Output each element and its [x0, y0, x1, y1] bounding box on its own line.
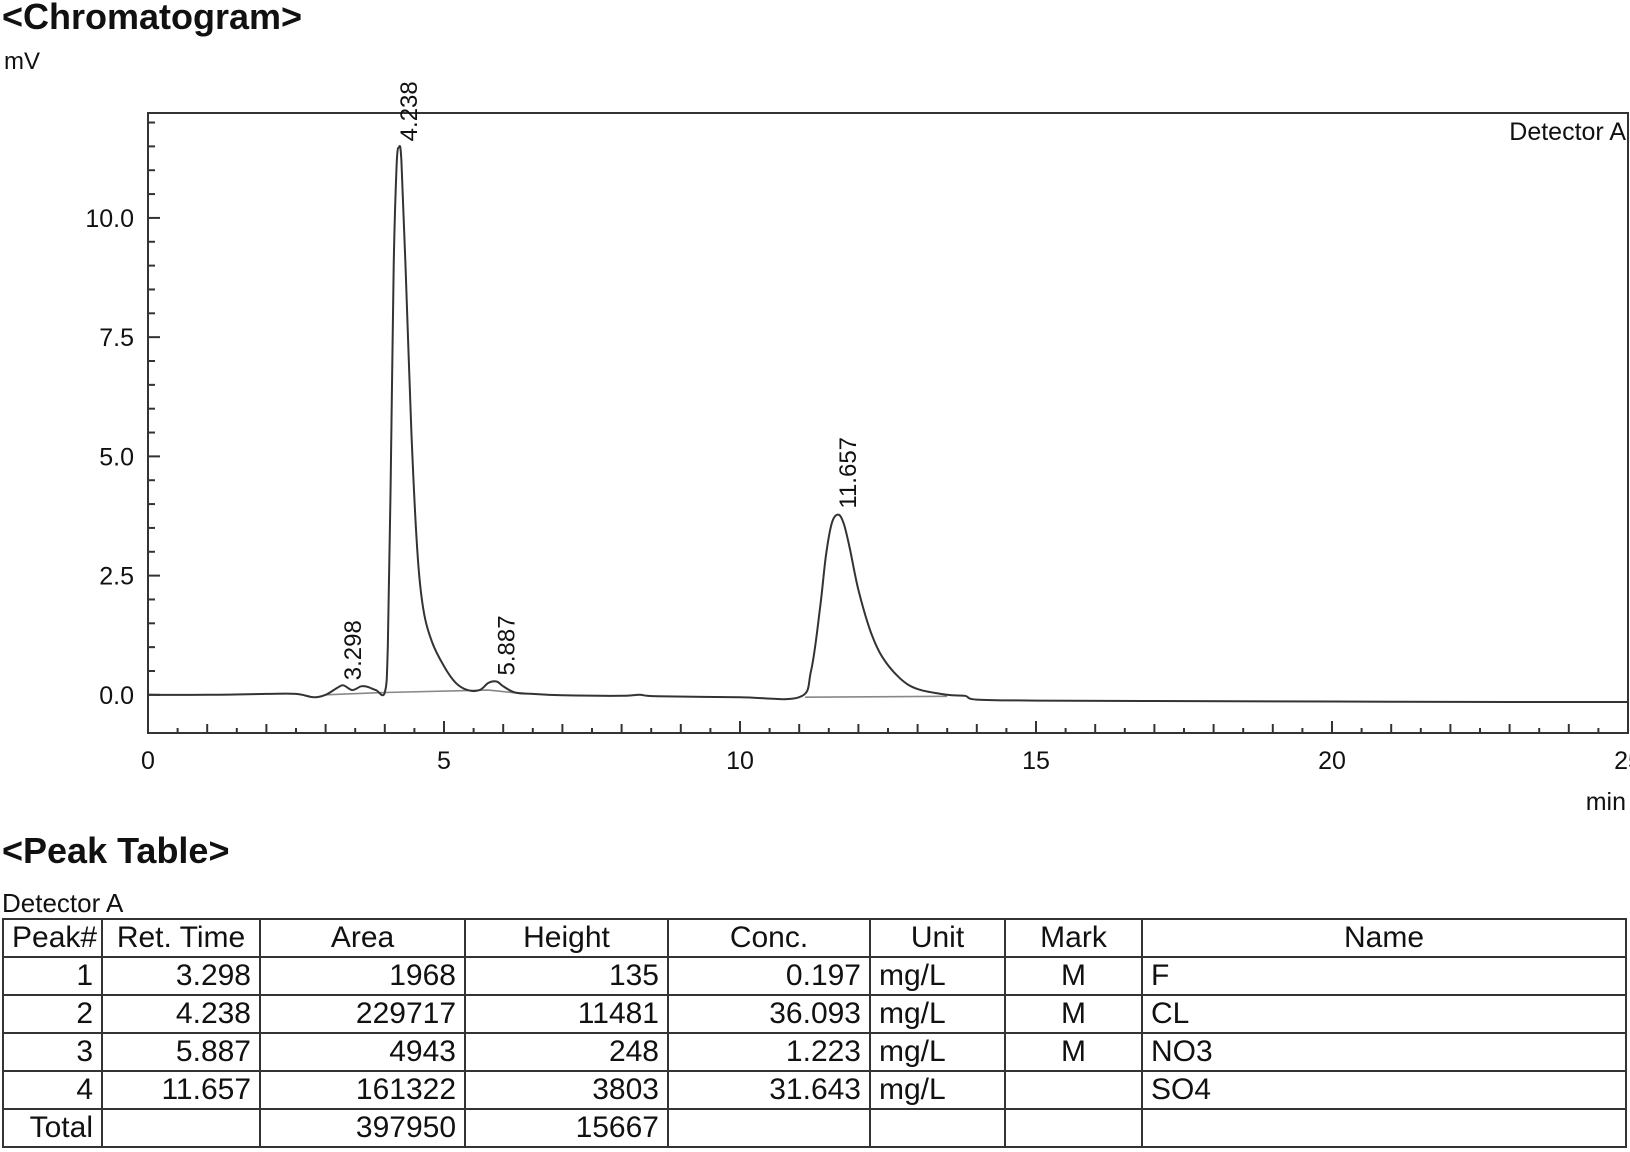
table-row: 2 4.238 229717 11481 36.093 mg/L M CL [2, 994, 1627, 1034]
y-tick-label: 10.0 [85, 205, 134, 233]
x-tick-label: 5 [437, 747, 451, 775]
cell-area: 229717 [259, 994, 466, 1034]
peak-label: 3.298 [340, 620, 367, 680]
y-tick-label: 2.5 [99, 563, 134, 591]
cell-empty [869, 1108, 1006, 1148]
column-header-unit: Unit [869, 918, 1006, 958]
x-tick-label: 0 [141, 747, 155, 775]
cell-name: CL [1141, 994, 1627, 1034]
plot-frame [147, 112, 1629, 734]
chromatogram-heading: <Chromatogram> [2, 0, 303, 37]
cell-empty [1141, 1108, 1627, 1148]
column-header-height: Height [464, 918, 669, 958]
cell-conc: 36.093 [667, 994, 871, 1034]
column-header-ret-time: Ret. Time [101, 918, 261, 958]
cell-conc: 1.223 [667, 1032, 871, 1072]
cell-mark [1004, 1070, 1143, 1110]
signal-line [147, 144, 1629, 704]
y-axis-unit: mV [4, 48, 40, 75]
x-tick-label: 25 [1614, 747, 1630, 775]
y-tick-label: 5.0 [99, 443, 134, 471]
baseline-line [805, 695, 948, 698]
cell-total-area: 397950 [259, 1108, 466, 1148]
table-row: 1 3.298 1968 135 0.197 mg/L M F [2, 956, 1627, 996]
column-header-area: Area [259, 918, 466, 958]
peak-table-heading: <Peak Table> [2, 830, 230, 871]
cell-unit: mg/L [869, 994, 1006, 1034]
cell-empty [101, 1108, 261, 1148]
column-header-peak: Peak# [2, 918, 103, 958]
cell-mark: M [1004, 956, 1143, 996]
column-header-name: Name [1141, 918, 1627, 958]
table-row: 4 11.657 161322 3803 31.643 mg/L SO4 [2, 1070, 1627, 1110]
x-tick-label: 10 [726, 747, 754, 775]
cell-name: NO3 [1141, 1032, 1627, 1072]
cell-mark: M [1004, 1032, 1143, 1072]
baseline-line [325, 689, 522, 696]
x-axis: 0 5 10 15 20 25 [141, 721, 1630, 775]
x-tick-label: 15 [1022, 747, 1050, 775]
peak-label: 11.657 [835, 437, 862, 509]
peak-table-header-row: Peak# Ret. Time Area Height Conc. Unit M… [2, 918, 1627, 958]
cell-unit: mg/L [869, 1032, 1006, 1072]
cell-peak: 3 [2, 1032, 103, 1072]
cell-peak: 2 [2, 994, 103, 1034]
x-axis-unit: min [1586, 788, 1626, 816]
chromatogram-chart: 0.0 2.5 5.0 7.5 10.0 0 5 10 15 20 25 3.298 4.238 5.… [85, 81, 1630, 816]
peak-labels: 3.298 4.238 5.887 11.657 [340, 81, 862, 680]
cell-empty [1004, 1108, 1143, 1148]
cell-height: 3803 [464, 1070, 669, 1110]
cell-conc: 0.197 [667, 956, 871, 996]
detector-legend: Detector A [1509, 118, 1626, 146]
peak-label: 4.238 [396, 81, 423, 141]
cell-empty [667, 1108, 871, 1148]
cell-unit: mg/L [869, 1070, 1006, 1110]
x-tick-label: 20 [1318, 747, 1346, 775]
y-axis: 0.0 2.5 5.0 7.5 10.0 [85, 121, 160, 710]
cell-height: 11481 [464, 994, 669, 1034]
signal-trace [147, 144, 1629, 704]
cell-ret-time: 11.657 [101, 1070, 261, 1110]
integration-baselines [325, 689, 948, 698]
cell-ret-time: 3.298 [101, 956, 261, 996]
cell-height: 248 [464, 1032, 669, 1072]
column-header-conc: Conc. [667, 918, 871, 958]
table-row: 3 5.887 4943 248 1.223 mg/L M NO3 [2, 1032, 1627, 1072]
cell-height: 135 [464, 956, 669, 996]
cell-ret-time: 4.238 [101, 994, 261, 1034]
cell-ret-time: 5.887 [101, 1032, 261, 1072]
column-header-mark: Mark [1004, 918, 1143, 958]
cell-peak: 4 [2, 1070, 103, 1110]
cell-name: SO4 [1141, 1070, 1627, 1110]
cell-conc: 31.643 [667, 1070, 871, 1110]
cell-name: F [1141, 956, 1627, 996]
cell-area: 1968 [259, 956, 466, 996]
cell-mark: M [1004, 994, 1143, 1034]
peak-table-detector: Detector A [2, 888, 124, 918]
cell-area: 161322 [259, 1070, 466, 1110]
cell-peak: 1 [2, 956, 103, 996]
cell-unit: mg/L [869, 956, 1006, 996]
y-tick-label: 7.5 [99, 324, 134, 352]
table-total-row: Total 397950 15667 [2, 1108, 1627, 1148]
peak-label: 5.887 [493, 615, 520, 675]
cell-area: 4943 [259, 1032, 466, 1072]
peak-table: Peak# Ret. Time Area Height Conc. Unit M… [2, 918, 1627, 1148]
cell-total-height: 15667 [464, 1108, 669, 1148]
y-tick-label: 0.0 [99, 682, 134, 710]
cell-total-label: Total [2, 1108, 103, 1148]
